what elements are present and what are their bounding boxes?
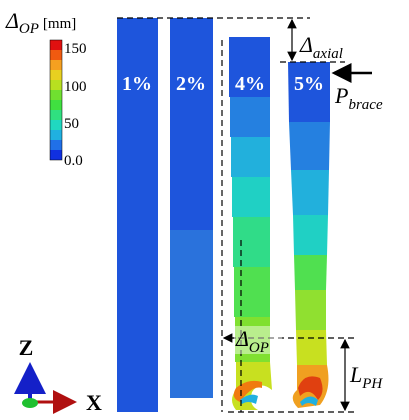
symbol: L <box>349 362 362 387</box>
symbol: Δ <box>235 326 249 351</box>
subscript: PH <box>361 376 383 392</box>
figure: ΔOP[mm] 150 100 50 0.0 1% 2% 4% 5% <box>0 0 409 420</box>
axis-x-label: X <box>86 390 102 415</box>
colorbar <box>50 40 62 160</box>
symbol: P <box>334 83 348 108</box>
subscript: axial <box>313 46 343 62</box>
axis-z-label: Z <box>19 335 34 360</box>
axis-triad <box>22 366 74 408</box>
column-label: 2% <box>176 73 206 95</box>
colorbar-tick: 50 <box>64 116 79 132</box>
column-label: 5% <box>294 73 324 95</box>
colorbar-tick: 100 <box>64 79 87 95</box>
legend-title: ΔOP[mm] <box>5 8 76 37</box>
delta-axial: Δaxial <box>299 32 343 62</box>
subscript: OP <box>249 340 269 356</box>
column <box>288 62 330 408</box>
p-brace: Pbrace <box>334 83 383 113</box>
symbol: Δ <box>299 32 313 57</box>
legend-subscript: OP <box>19 21 39 37</box>
column-label: 4% <box>235 73 265 95</box>
subscript: brace <box>348 97 382 113</box>
l-ph: LPH <box>349 362 383 392</box>
colorbar-tick: 0.0 <box>64 153 83 169</box>
colorbar-tick: 150 <box>64 41 87 57</box>
legend-unit: [mm] <box>43 16 76 32</box>
legend-symbol: Δ <box>5 8 19 33</box>
column-label: 1% <box>122 73 152 95</box>
